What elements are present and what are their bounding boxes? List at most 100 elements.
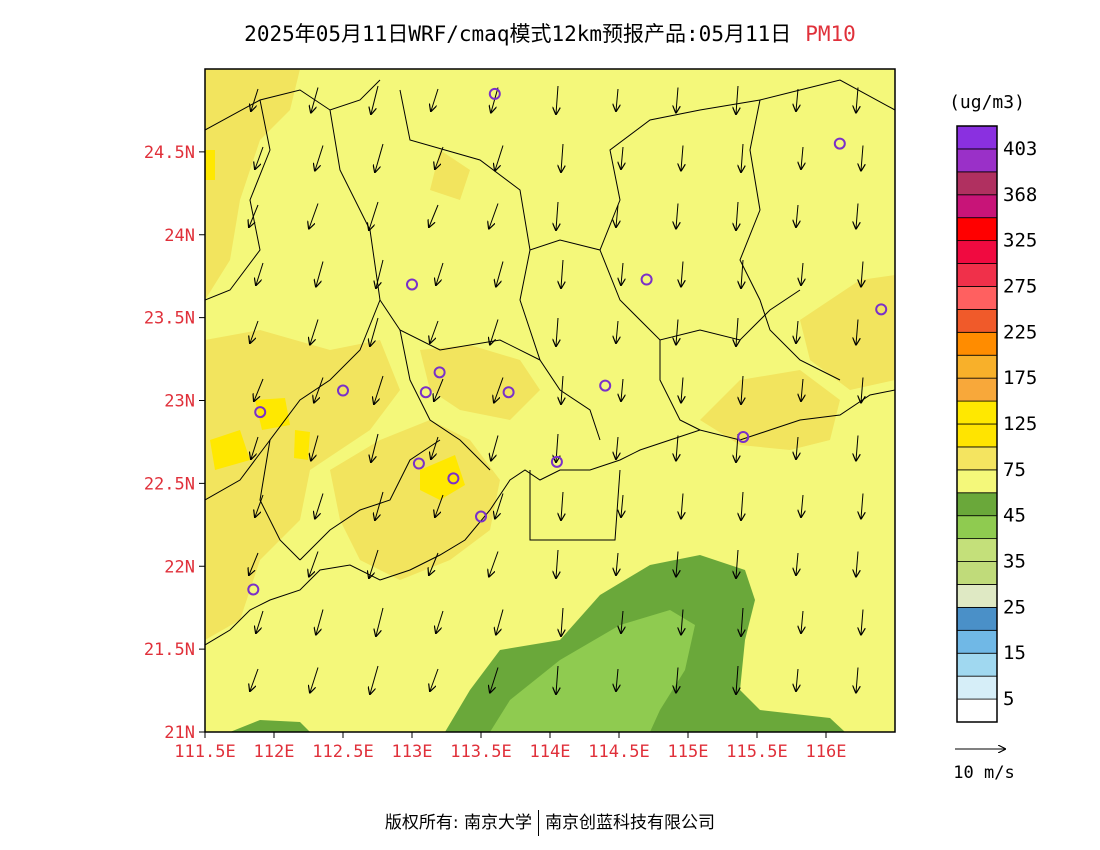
wind-vector <box>861 609 863 635</box>
station-marker <box>447 472 460 485</box>
wind-vector <box>736 201 738 230</box>
wind-vector <box>796 88 798 111</box>
wind-vector <box>315 145 324 171</box>
colorbar-segment <box>956 469 998 494</box>
wind-vector <box>856 551 858 577</box>
wind-vector <box>561 607 563 636</box>
wind-vector <box>556 201 558 230</box>
field-patch-bright-2 <box>255 398 290 430</box>
colorbar-segment <box>956 331 998 356</box>
lat-tick-label: 24N <box>164 226 195 246</box>
colorbar-label: 225 <box>1003 321 1037 343</box>
wind-vector <box>616 668 618 691</box>
colorbar-label: 45 <box>1003 505 1026 527</box>
station-marker <box>488 87 501 100</box>
wind-vector <box>431 88 439 111</box>
monitoring-stations <box>247 87 888 596</box>
colorbar-label: 25 <box>1003 596 1026 618</box>
wind-vector <box>616 320 618 343</box>
colorbar-segment <box>956 515 998 540</box>
wind-vector <box>256 262 264 285</box>
wind-vector <box>621 610 623 633</box>
wind-vector <box>249 552 259 575</box>
wind-vector <box>556 317 558 346</box>
border-8 <box>259 299 381 561</box>
wind-vector <box>491 87 499 113</box>
wind-vector <box>490 667 499 693</box>
wind-vector <box>681 145 683 171</box>
wind-vector <box>495 145 504 171</box>
station-marker <box>247 583 260 596</box>
lon-tick-label: 116E <box>806 742 847 762</box>
lat-tick-label: 22N <box>164 557 195 577</box>
wind-vector <box>801 262 803 285</box>
station-marker <box>599 379 612 392</box>
wind-vector <box>681 261 683 287</box>
wind-vector <box>801 494 803 517</box>
colorbar-label: 175 <box>1003 367 1037 389</box>
wind-vector <box>556 85 558 114</box>
wind-vector <box>796 436 798 459</box>
station-marker <box>875 303 888 316</box>
lon-tick-label: 112E <box>254 742 295 762</box>
wind-vector <box>856 435 858 461</box>
lon-tick-label: 115.5E <box>726 742 787 762</box>
wind-vector <box>676 667 678 693</box>
colorbar-labels: 5 15 25 35 45 75 125 175 225 275 325 368 403 <box>1003 138 1037 710</box>
wind-vector <box>861 493 863 519</box>
wind-vector <box>801 378 803 401</box>
border-12 <box>659 340 701 431</box>
wind-vector <box>856 667 858 693</box>
colorbar-segment <box>956 538 998 562</box>
latitude-axis: 24.5N 24N 23.5N 23N 22.5N 22N 21.5N 21N <box>144 143 205 743</box>
colorbar-label: 125 <box>1003 413 1037 435</box>
wind-vector <box>491 435 499 461</box>
wind-vector <box>255 494 264 517</box>
wind-vector <box>676 551 678 577</box>
lon-tick-label: 115E <box>668 742 709 762</box>
wind-vector <box>561 143 563 172</box>
colorbar-label: 35 <box>1003 551 1026 573</box>
border-7 <box>739 99 841 381</box>
field-patch-green-sw <box>230 720 310 732</box>
wind-vector <box>676 319 678 345</box>
wind-vector <box>250 320 259 343</box>
wind-vector <box>369 201 379 230</box>
wind-vector <box>736 665 738 694</box>
field-patch-ne <box>800 275 895 390</box>
footer: 版权所有: 南京大学 南京创蓝科技有限公司 <box>0 808 1100 836</box>
wind-vector <box>374 375 384 404</box>
colorbar-unit: (ug/m3) <box>949 92 1025 113</box>
wind-vector <box>681 493 683 519</box>
wind-vector <box>496 609 504 635</box>
station-marker <box>737 430 750 443</box>
border-9 <box>399 329 491 471</box>
wind-vector <box>429 204 439 227</box>
footer-company: 南京创蓝科技有限公司 <box>545 813 716 833</box>
wind-vector <box>796 320 798 343</box>
colorbar-label: 5 <box>1003 688 1014 710</box>
wind-vector <box>431 436 439 459</box>
wind-vector <box>621 494 623 517</box>
title-main: 2025年05月11日WRF/cmaq模式12km预报产品:05月11日 <box>244 22 792 46</box>
wind-vector <box>861 377 863 403</box>
wind-vector <box>370 317 379 346</box>
wind-vector <box>495 493 504 519</box>
wind-vector <box>256 610 264 633</box>
station-marker <box>419 386 432 399</box>
border-6 <box>599 249 801 341</box>
colorbar-segment <box>956 584 998 608</box>
wind-vector <box>315 493 324 519</box>
station-marker <box>640 273 653 286</box>
wind-vector <box>616 204 618 227</box>
colorbar-label: 403 <box>1003 138 1037 160</box>
lon-tick-label: 114E <box>530 742 571 762</box>
field-patch-bright-3 <box>294 430 310 460</box>
wind-vector <box>435 146 444 169</box>
station-marker <box>254 406 267 419</box>
wind-vector <box>556 549 558 578</box>
station-marker <box>337 384 349 397</box>
colorbar-label: 15 <box>1003 642 1026 664</box>
wind-vector <box>489 203 499 229</box>
border-5 <box>519 249 601 441</box>
